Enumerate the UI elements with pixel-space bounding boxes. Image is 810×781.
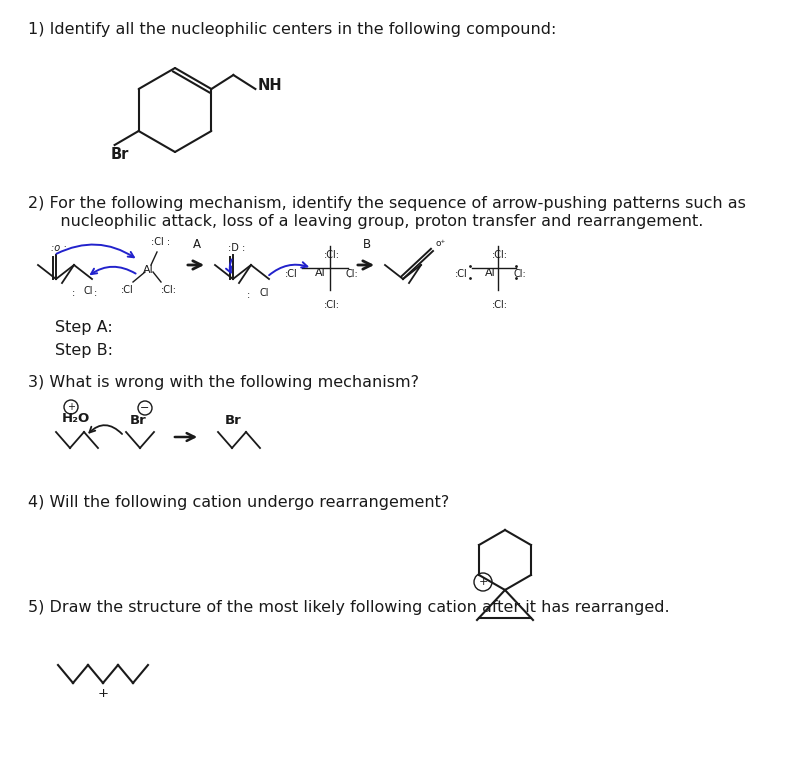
- Text: :Cl: :Cl: [285, 269, 298, 279]
- Text: Step B:: Step B:: [55, 343, 113, 358]
- Text: 5) Draw the structure of the most likely following cation after it has rearrange: 5) Draw the structure of the most likely…: [28, 600, 670, 615]
- Text: Al: Al: [315, 268, 326, 278]
- Text: nucleophilic attack, loss of a leaving group, proton transfer and rearrangement.: nucleophilic attack, loss of a leaving g…: [45, 214, 703, 229]
- Text: Step A:: Step A:: [55, 320, 113, 335]
- Text: +: +: [97, 687, 109, 700]
- Text: :Cl: :Cl: [455, 269, 467, 279]
- Text: .: .: [348, 266, 350, 270]
- Text: Br: Br: [130, 413, 147, 426]
- Text: :Cl:: :Cl:: [161, 285, 177, 295]
- Text: Cl:: Cl:: [345, 269, 358, 279]
- Text: 2) For the following mechanism, identify the sequence of arrow-pushing patterns : 2) For the following mechanism, identify…: [28, 196, 746, 211]
- Text: :: :: [94, 288, 97, 298]
- Text: NH: NH: [258, 77, 282, 92]
- Text: A: A: [193, 238, 201, 251]
- Text: :Cl:: :Cl:: [492, 250, 508, 260]
- Text: :Cl:: :Cl:: [492, 300, 508, 310]
- Text: .: .: [348, 273, 350, 279]
- Text: Br: Br: [225, 413, 241, 426]
- Text: +: +: [67, 402, 75, 412]
- Text: Al: Al: [485, 268, 496, 278]
- Text: H₂O: H₂O: [62, 412, 90, 425]
- Text: :o :: :o :: [51, 243, 66, 253]
- Text: :: :: [247, 290, 250, 300]
- Text: o⁺: o⁺: [435, 239, 446, 248]
- Text: Br: Br: [111, 147, 129, 162]
- Text: :Cl :: :Cl :: [151, 237, 170, 247]
- Text: Cl: Cl: [259, 288, 268, 298]
- Text: Cl:: Cl:: [514, 269, 526, 279]
- Text: +: +: [479, 577, 488, 587]
- Text: Al: Al: [143, 265, 154, 275]
- Text: :: :: [72, 288, 75, 298]
- Text: Cl: Cl: [84, 286, 93, 296]
- Text: :Cl:: :Cl:: [324, 250, 340, 260]
- Text: 3) What is wrong with the following mechanism?: 3) What is wrong with the following mech…: [28, 375, 419, 390]
- Text: :Cl: :Cl: [121, 285, 134, 295]
- Text: −: −: [140, 403, 150, 413]
- Text: 4) Will the following cation undergo rearrangement?: 4) Will the following cation undergo rea…: [28, 495, 450, 510]
- Text: :Cl:: :Cl:: [324, 300, 340, 310]
- Text: :D :: :D :: [228, 243, 245, 253]
- Text: 1) Identify all the nucleophilic centers in the following compound:: 1) Identify all the nucleophilic centers…: [28, 22, 556, 37]
- Text: B: B: [363, 238, 371, 251]
